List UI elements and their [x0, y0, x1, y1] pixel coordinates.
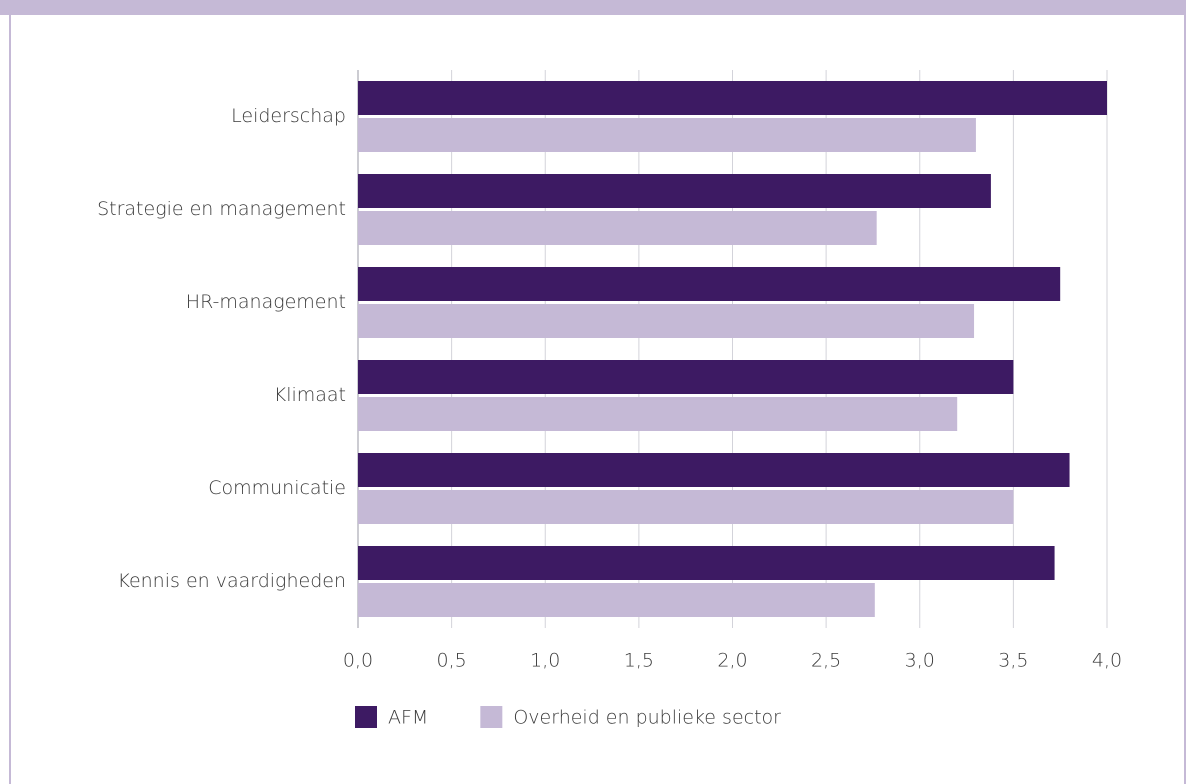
- x-tick-label: 3,5: [998, 650, 1028, 672]
- bar: [358, 81, 1107, 115]
- legend-swatch: [355, 706, 377, 728]
- bar: [358, 490, 1014, 524]
- legend-label: AFM: [388, 707, 428, 729]
- bar: [358, 453, 1070, 487]
- x-tick-label: 1,0: [530, 650, 560, 672]
- bar: [358, 304, 975, 338]
- y-tick-label: Communicatie: [208, 477, 346, 499]
- y-tick-label: Strategie en management: [97, 198, 346, 220]
- x-tick-label: 2,5: [811, 650, 841, 672]
- y-tick-label: Klimaat: [274, 384, 346, 406]
- x-tick-label: 4,0: [1092, 650, 1122, 672]
- x-tick-label: 0,0: [343, 650, 373, 672]
- bar: [358, 583, 875, 617]
- bar: [358, 267, 1061, 301]
- bar: [358, 360, 1014, 394]
- legend-label: Overheid en publieke sector: [513, 707, 781, 729]
- bar: [358, 118, 976, 152]
- x-tick-label: 3,0: [905, 650, 935, 672]
- bar: [358, 174, 991, 208]
- header-band: [0, 0, 1186, 15]
- legend-swatch: [480, 706, 503, 728]
- x-tick-label: 1,5: [624, 650, 654, 672]
- bar: [358, 211, 877, 245]
- bar: [358, 546, 1055, 580]
- y-tick-label: HR-management: [186, 291, 346, 313]
- x-tick-label: 0,5: [437, 650, 467, 672]
- bar: [358, 397, 958, 431]
- x-tick-label: 2,0: [717, 650, 747, 672]
- y-tick-label: Leiderschap: [231, 105, 346, 127]
- y-tick-label: Kennis en vaardigheden: [117, 570, 346, 592]
